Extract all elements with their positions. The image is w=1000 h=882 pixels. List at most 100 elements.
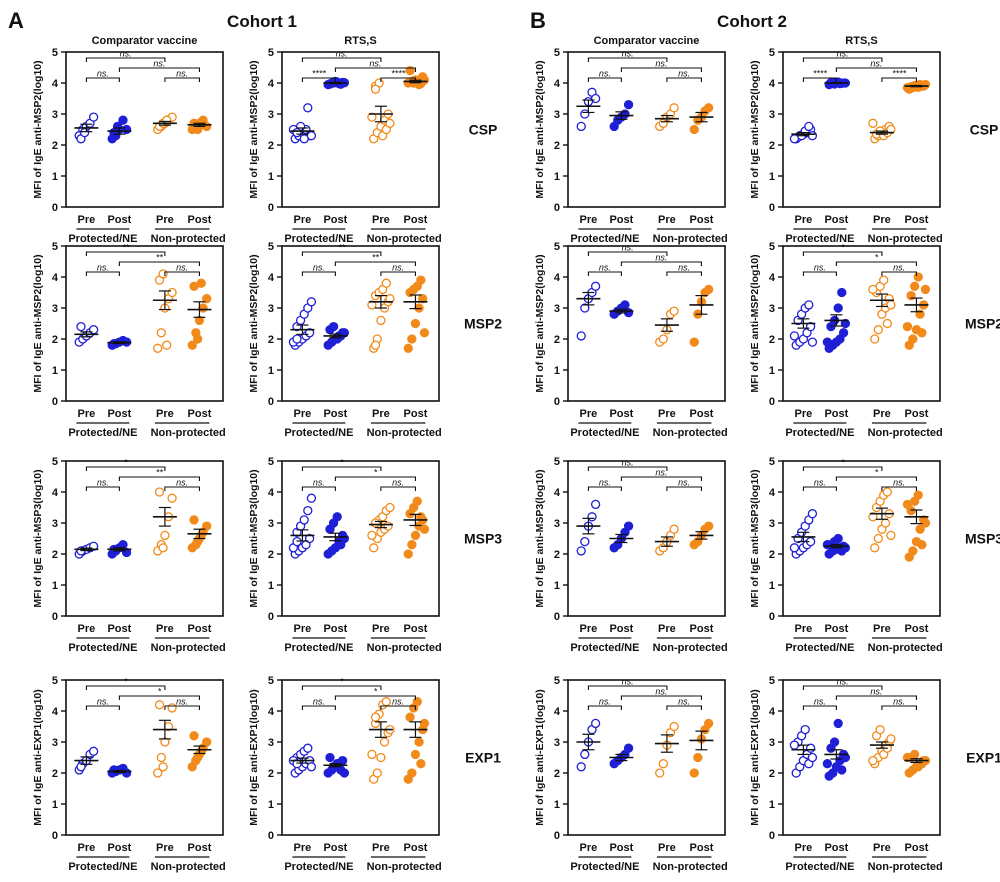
group-label: Protected/NE <box>284 427 353 439</box>
data-point <box>407 768 417 778</box>
significance-bracket <box>164 486 200 491</box>
x-tick-label: Pre <box>78 623 96 635</box>
data-point <box>328 321 339 332</box>
significance-bracket <box>118 67 200 72</box>
panel-msp3-8: 0 1 2 3 4 5 MFI of IgE anti-MSP3(log10) Pre Post… <box>32 456 226 654</box>
data-point <box>689 337 699 347</box>
x-tick-label: Post <box>690 214 714 226</box>
data-point <box>902 321 913 332</box>
data-point <box>807 509 818 519</box>
significance-label: ns. <box>893 263 905 273</box>
data-point <box>910 281 920 291</box>
y-tick-label: 0 <box>52 396 58 408</box>
group-label: Non-protected <box>151 233 226 245</box>
significance-label: * <box>841 243 845 253</box>
x-tick-label: Post <box>404 842 428 854</box>
y-tick-label: 4 <box>268 272 275 284</box>
significance-label: ** <box>122 243 130 253</box>
y-tick-label: 5 <box>52 241 58 253</box>
x-tick-label: Post <box>404 214 428 226</box>
y-tick-label: 2 <box>268 140 274 152</box>
x-tick-label: Pre <box>580 408 598 420</box>
y-tick-label: 1 <box>769 171 775 183</box>
data-point <box>367 112 377 122</box>
significance-label: ** <box>338 243 346 253</box>
data-point <box>655 768 665 778</box>
x-tick-label: Post <box>323 623 347 635</box>
y-tick-label: 0 <box>769 830 775 842</box>
significance-label: ns. <box>870 687 882 697</box>
data-point <box>868 118 878 128</box>
y-axis-label: MFI of IgE anti-MSP3(log10) <box>32 469 44 607</box>
data-point <box>167 703 177 713</box>
data-point <box>908 334 918 344</box>
antigen-label: CSP <box>970 122 999 138</box>
data-point <box>201 521 212 531</box>
data-point <box>623 743 634 753</box>
y-tick-label: 3 <box>554 109 560 121</box>
y-tick-label: 4 <box>769 706 776 718</box>
y-tick-label: 4 <box>554 706 561 718</box>
data-point <box>689 768 699 778</box>
data-point <box>868 284 878 295</box>
y-tick-label: 0 <box>268 396 274 408</box>
plot-frame <box>65 679 224 836</box>
significance-bracket <box>85 486 120 491</box>
significance-label: ns. <box>870 59 882 69</box>
significance-label: ns. <box>97 478 109 488</box>
group-label: Non-protected <box>868 427 943 439</box>
x-tick-label: Post <box>323 214 347 226</box>
data-point <box>669 306 679 316</box>
x-tick-label: Post <box>609 408 633 420</box>
x-tick-label: Pre <box>795 214 813 226</box>
significance-label: ns. <box>313 263 325 273</box>
significance-label: ns. <box>369 59 381 69</box>
antigen-label: EXP1 <box>465 750 501 766</box>
significance-bracket <box>334 476 416 481</box>
data-point <box>789 543 800 553</box>
data-point <box>154 700 165 710</box>
group-label: Protected/NE <box>284 642 353 654</box>
data-point <box>196 278 206 288</box>
column-title: Comparator vaccine <box>92 35 198 47</box>
data-point <box>325 752 335 763</box>
significance-label: ns. <box>313 697 325 707</box>
data-point <box>306 131 317 141</box>
data-point <box>403 549 413 559</box>
y-tick-label: 5 <box>554 456 560 468</box>
plot-frame <box>65 460 224 617</box>
significance-bracket <box>118 695 200 700</box>
data-point <box>88 112 99 122</box>
group-label: Non-protected <box>151 642 226 654</box>
column-title: Comparator vaccine <box>594 35 700 47</box>
data-point <box>669 524 679 534</box>
x-tick-label: Pre <box>294 842 312 854</box>
y-axis-label: MFI of IgE anti-MSP2(log10) <box>534 60 546 198</box>
panel-msp3-9: 0 1 2 3 4 5 MFI of IgE anti-MSP3(log10) Pre Post… <box>248 456 502 654</box>
y-tick-label: 5 <box>268 675 274 687</box>
data-point <box>303 743 313 753</box>
x-tick-label: Pre <box>580 623 598 635</box>
significance-bracket <box>587 486 622 491</box>
data-point <box>908 546 918 556</box>
significance-label: ns. <box>678 478 690 488</box>
group-label: Protected/NE <box>68 861 137 873</box>
y-tick-label: 5 <box>268 456 274 468</box>
group-label: Protected/NE <box>68 642 137 654</box>
x-tick-label: Pre <box>78 842 96 854</box>
significance-bracket <box>85 705 120 710</box>
data-point <box>376 752 386 763</box>
y-tick-label: 5 <box>554 241 560 253</box>
data-point <box>407 334 417 344</box>
data-point <box>704 284 714 295</box>
significance-bracket <box>620 261 702 266</box>
significance-label: ns. <box>814 478 826 488</box>
x-tick-label: Pre <box>795 408 813 420</box>
y-tick-label: 1 <box>769 799 775 811</box>
data-point <box>804 121 814 132</box>
x-tick-label: Pre <box>873 408 891 420</box>
x-tick-label: Pre <box>658 842 676 854</box>
y-axis-label: MFI of IgE anti-EXP1(log10) <box>248 689 260 826</box>
data-point <box>419 75 430 85</box>
y-tick-label: 1 <box>52 799 58 811</box>
